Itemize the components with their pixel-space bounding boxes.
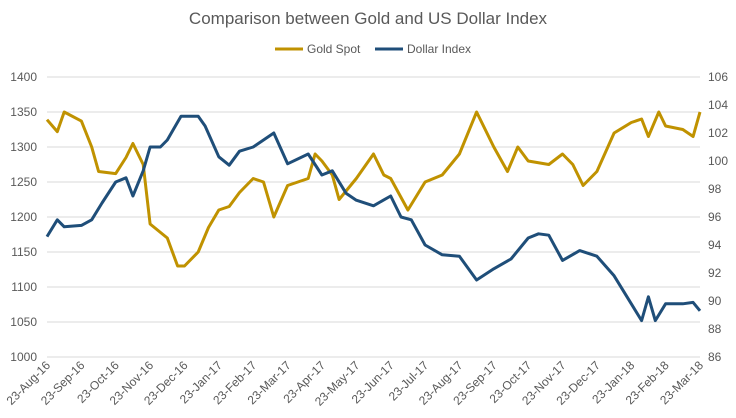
left-tick-label: 1350 [10,105,37,119]
series-lines [45,110,702,323]
legend-label: Gold Spot [307,42,361,56]
left-tick-label: 1200 [10,210,37,224]
axes: 1000 1050 1100 1150 1200 1250 1300 1350 1400 86 88… [4,70,729,409]
left-tick-label: 1400 [10,70,37,84]
right-tick-label: 96 [708,210,722,224]
gridlines [47,76,700,358]
right-tick-label: 94 [708,238,722,252]
left-tick-label: 1000 [10,350,37,364]
left-tick-label: 1300 [10,140,37,154]
left-tick-label: 1100 [11,280,37,294]
right-tick-label: 106 [708,70,728,84]
gold-spot-line [45,110,702,268]
left-tick-label: 1150 [11,245,37,259]
left-tick-label: 1050 [10,315,37,329]
right-tick-label: 88 [708,322,722,336]
legend-label: Dollar Index [407,42,471,56]
right-tick-label: 98 [708,182,722,196]
legend: Gold Spot Dollar Index [275,42,471,56]
right-tick-label: 92 [708,266,722,280]
right-tick-label: 90 [708,294,722,308]
right-tick-label: 100 [708,154,728,168]
chart-title: Comparison between Gold and US Dollar In… [189,9,548,28]
right-tick-label: 102 [708,126,728,140]
left-tick-label: 1250 [10,175,37,189]
right-tick-label: 104 [708,98,728,112]
right-tick-label: 86 [708,350,722,364]
